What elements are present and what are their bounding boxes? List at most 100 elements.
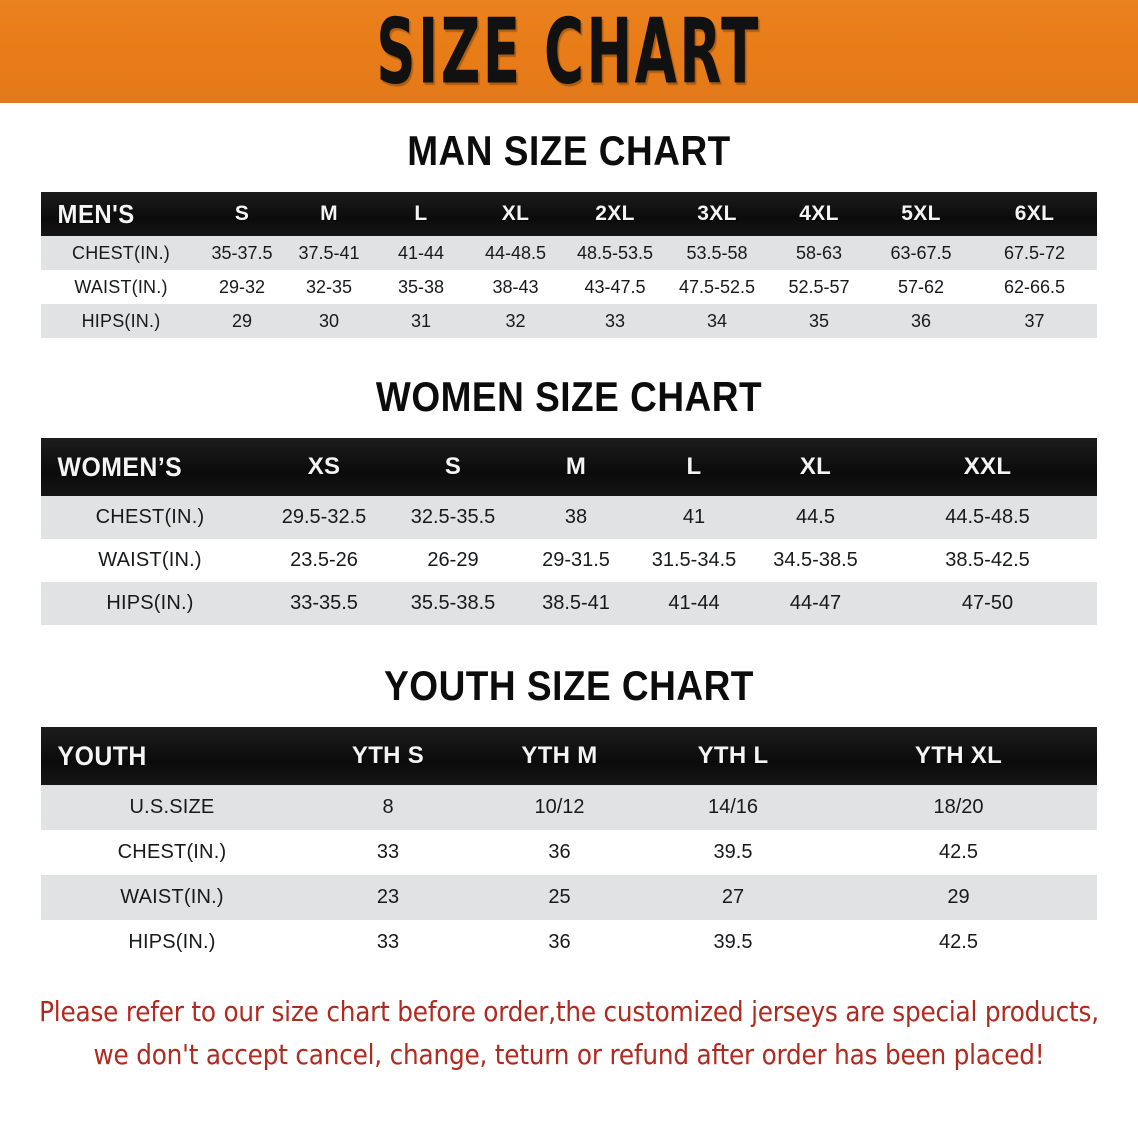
man-hips-4xl: 35 bbox=[808, 310, 830, 331]
man-hips-5xl: 36 bbox=[910, 310, 932, 331]
women-col-header-xs: XS bbox=[307, 453, 341, 480]
women-col-header-m: M bbox=[565, 453, 587, 480]
man-chest-s: 35-37.5 bbox=[211, 242, 273, 263]
man-hips-6xl: 37 bbox=[1024, 310, 1045, 331]
man-chest-l: 41-44 bbox=[397, 242, 445, 263]
youth-hips-s: 33 bbox=[376, 931, 400, 953]
women-row-label-chest: CHEST(IN.) bbox=[95, 506, 205, 528]
youth-waist-m: 25 bbox=[548, 886, 571, 908]
youth-col-header-s: YTH S bbox=[351, 742, 425, 769]
page-banner: SIZE CHART bbox=[0, 0, 1138, 103]
women-row-label-hips: HIPS(IN.) bbox=[106, 592, 194, 614]
man-chest-2xl: 48.5-53.5 bbox=[576, 242, 654, 263]
man-section-title: MAN SIZE CHART bbox=[407, 128, 731, 174]
man-size-table: MEN'S S M L XL 2XL 3XL 4XL 5XL 6XL CHEST… bbox=[41, 192, 1097, 338]
women-waist-l: 31.5-34.5 bbox=[651, 549, 737, 571]
man-col-header-s: S bbox=[234, 202, 250, 225]
man-waist-6xl: 62-66.5 bbox=[1003, 276, 1066, 297]
man-waist-xl: 38-43 bbox=[492, 276, 539, 297]
youth-row-label-waist: WAIST(IN.) bbox=[120, 886, 224, 908]
man-hips-xl: 32 bbox=[505, 310, 526, 331]
women-hips-xxl: 47-50 bbox=[961, 592, 1014, 614]
man-waist-2xl: 43-47.5 bbox=[584, 276, 646, 297]
man-hips-m: 30 bbox=[318, 310, 340, 331]
man-waist-5xl: 57-62 bbox=[897, 276, 945, 297]
youth-table-header-row: YOUTH YTH S YTH M YTH L YTH XL bbox=[41, 727, 1097, 785]
man-chest-6xl: 67.5-72 bbox=[1003, 242, 1066, 263]
youth-hips-xl: 42.5 bbox=[939, 931, 978, 953]
women-waist-xl: 34.5-38.5 bbox=[773, 549, 858, 571]
youth-size-table: YOUTH YTH S YTH M YTH L YTH XL U.S.SIZE … bbox=[41, 727, 1097, 965]
women-chest-xs: 29.5-32.5 bbox=[281, 506, 367, 528]
women-col-header-xxl: XXL bbox=[963, 453, 1012, 480]
man-waist-l: 35-38 bbox=[397, 276, 445, 297]
youth-chest-s: 33 bbox=[376, 841, 400, 863]
disclaimer-line-2: we don't accept cancel, change, teturn o… bbox=[93, 1038, 1045, 1071]
table-row: WAIST(IN.) 29-32 32-35 35-38 38-43 43-47… bbox=[41, 270, 1097, 304]
table-row: WAIST(IN.) 23.5-26 26-29 29-31.5 31.5-34… bbox=[41, 539, 1097, 582]
women-chest-m: 38 bbox=[564, 506, 588, 528]
women-hips-s: 35.5-38.5 bbox=[410, 592, 496, 614]
disclaimer-text: Please refer to our size chart before or… bbox=[19, 991, 1119, 1076]
youth-row-label-chest: CHEST(IN.) bbox=[117, 841, 227, 863]
women-waist-s: 26-29 bbox=[427, 549, 479, 571]
youth-col-header-xl: YTH XL bbox=[914, 742, 1003, 769]
youth-ussize-l: 14/16 bbox=[707, 796, 759, 818]
youth-corner-label: YOUTH bbox=[57, 740, 147, 771]
man-table-header-row: MEN'S S M L XL 2XL 3XL 4XL 5XL 6XL bbox=[41, 192, 1097, 236]
man-col-header-l: L bbox=[414, 202, 428, 225]
women-chest-xl: 44.5 bbox=[796, 506, 835, 528]
man-col-header-3xl: 3XL bbox=[697, 202, 737, 225]
man-col-header-m: M bbox=[320, 202, 338, 225]
man-chest-xl: 44-48.5 bbox=[484, 242, 547, 263]
youth-ussize-s: 8 bbox=[382, 796, 394, 818]
man-chest-4xl: 58-63 bbox=[795, 242, 843, 263]
man-waist-m: 32-35 bbox=[305, 276, 353, 297]
man-col-header-5xl: 5XL bbox=[901, 202, 941, 225]
man-waist-3xl: 47.5-52.5 bbox=[678, 276, 756, 297]
women-chest-s: 32.5-35.5 bbox=[410, 506, 496, 528]
man-row-label-hips: HIPS(IN.) bbox=[81, 310, 161, 331]
women-table-header-row: WOMEN’S XS S M L XL XXL bbox=[41, 438, 1097, 496]
man-hips-l: 31 bbox=[410, 310, 432, 331]
table-row: WAIST(IN.) 23 25 27 29 bbox=[41, 875, 1097, 920]
youth-chest-xl: 42.5 bbox=[939, 841, 978, 863]
women-corner-label: WOMEN’S bbox=[57, 451, 183, 482]
youth-chest-m: 36 bbox=[548, 841, 571, 863]
table-row: HIPS(IN.) 33-35.5 35.5-38.5 38.5-41 41-4… bbox=[41, 582, 1097, 625]
women-section-title: WOMEN SIZE CHART bbox=[375, 374, 763, 420]
women-chest-l: 41 bbox=[682, 506, 706, 528]
youth-waist-xl: 29 bbox=[947, 886, 970, 908]
women-col-header-s: S bbox=[444, 453, 462, 480]
youth-size-table-wrapper: YOUTH YTH S YTH M YTH L YTH XL U.S.SIZE … bbox=[41, 727, 1097, 965]
man-size-table-wrapper: MEN'S S M L XL 2XL 3XL 4XL 5XL 6XL CHEST… bbox=[41, 192, 1097, 338]
women-hips-m: 38.5-41 bbox=[542, 592, 610, 614]
women-waist-xxl: 38.5-42.5 bbox=[945, 549, 1030, 571]
table-row: CHEST(IN.) 33 36 39.5 42.5 bbox=[41, 830, 1097, 875]
women-size-table: WOMEN’S XS S M L XL XXL CHEST(IN.) 29.5-… bbox=[41, 438, 1097, 625]
man-corner-label: MEN'S bbox=[57, 198, 135, 229]
table-row: U.S.SIZE 8 10/12 14/16 18/20 bbox=[41, 785, 1097, 830]
youth-ussize-xl: 18/20 bbox=[933, 796, 984, 818]
man-chest-m: 37.5-41 bbox=[298, 242, 360, 263]
youth-ussize-m: 10/12 bbox=[534, 796, 585, 818]
table-row: HIPS(IN.) 29 30 31 32 33 34 35 36 37 bbox=[41, 304, 1097, 338]
women-col-header-xl: XL bbox=[799, 453, 832, 480]
youth-section-title: YOUTH SIZE CHART bbox=[384, 663, 754, 709]
women-waist-xs: 23.5-26 bbox=[290, 549, 358, 571]
man-row-label-chest: CHEST(IN.) bbox=[72, 242, 170, 263]
man-col-header-2xl: 2XL bbox=[595, 202, 635, 225]
man-chest-5xl: 63-67.5 bbox=[890, 242, 952, 263]
man-hips-2xl: 33 bbox=[604, 310, 626, 331]
man-hips-3xl: 34 bbox=[706, 310, 728, 331]
youth-row-label-hips: HIPS(IN.) bbox=[128, 931, 216, 953]
man-waist-4xl: 52.5-57 bbox=[788, 276, 850, 297]
man-col-header-xl: XL bbox=[501, 202, 530, 225]
women-hips-xs: 33-35.5 bbox=[290, 592, 358, 614]
women-hips-xl: 44-47 bbox=[789, 592, 842, 614]
women-row-label-waist: WAIST(IN.) bbox=[98, 549, 202, 571]
women-size-table-wrapper: WOMEN’S XS S M L XL XXL CHEST(IN.) 29.5-… bbox=[41, 438, 1097, 625]
youth-waist-s: 23 bbox=[376, 886, 400, 908]
disclaimer-line-1: Please refer to our size chart before or… bbox=[39, 996, 1099, 1028]
women-hips-l: 41-44 bbox=[668, 592, 720, 614]
